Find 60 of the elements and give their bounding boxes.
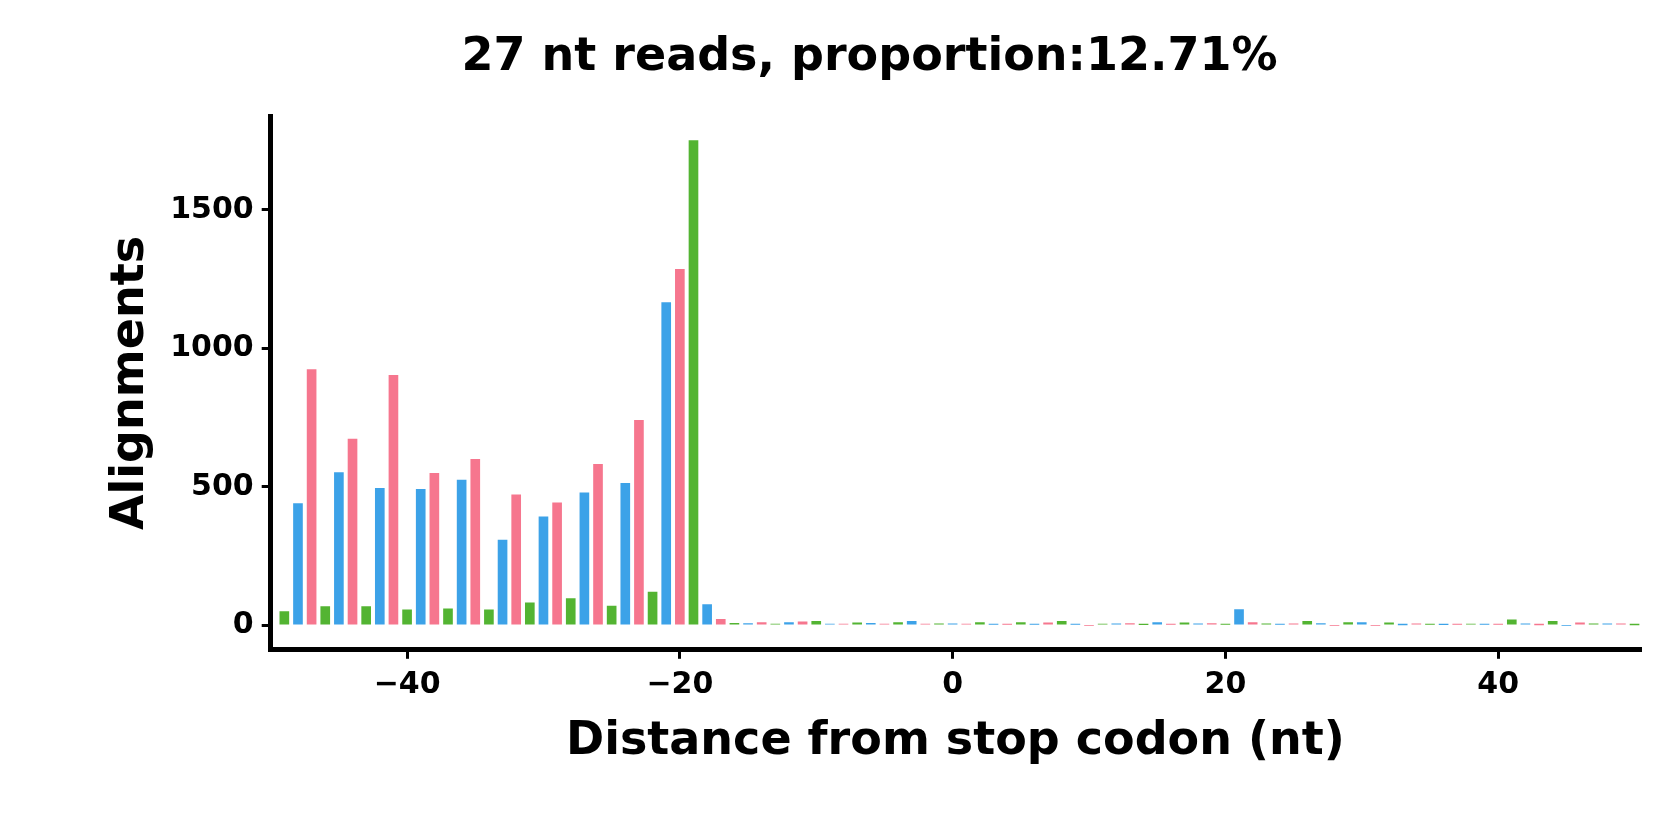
bar: [565, 598, 576, 625]
bar: [511, 494, 522, 625]
bar: [975, 622, 985, 625]
bar: [606, 605, 617, 625]
bar: [620, 483, 631, 625]
bar: [429, 473, 440, 625]
bar: [593, 463, 603, 625]
bar: [552, 502, 562, 625]
bar: [402, 609, 412, 625]
bar: [456, 479, 467, 625]
bar: [415, 489, 426, 625]
x-tick-label: 20: [1204, 664, 1247, 700]
bar: [1343, 622, 1353, 625]
x-tick-label: −20: [646, 664, 714, 700]
bar: [279, 611, 290, 625]
y-axis-title: Alignments: [99, 235, 154, 531]
bar: [1506, 619, 1517, 625]
bar: [715, 619, 726, 625]
chart-title: 27 nt reads, proportion:12.71%: [461, 26, 1278, 81]
bar: [484, 609, 494, 625]
bar: [538, 516, 549, 625]
bar: [320, 606, 331, 625]
bar: [525, 602, 535, 625]
bar: [388, 374, 399, 625]
bar: [1302, 621, 1313, 625]
bar: [497, 539, 508, 625]
bar: [1547, 621, 1558, 625]
bar: [1356, 622, 1367, 625]
bar: [347, 438, 358, 625]
bar: [443, 608, 453, 625]
bar: [334, 472, 344, 625]
y-tick-label: 1000: [170, 328, 254, 364]
bar: [702, 604, 712, 625]
bar: [906, 621, 917, 625]
y-tick-label: 500: [191, 466, 254, 502]
bar: [811, 621, 822, 625]
bar: [688, 140, 699, 625]
bar: [579, 492, 590, 625]
bar: [1152, 622, 1163, 625]
bar: [374, 488, 385, 625]
x-axis-title: Distance from stop codon (nt): [566, 711, 1345, 766]
bar: [1015, 622, 1026, 625]
x-tick-label: −40: [373, 664, 441, 700]
bar: [1234, 609, 1244, 625]
bar: [470, 458, 481, 625]
bar: [634, 420, 644, 625]
bar: [361, 606, 371, 625]
bar: [661, 302, 672, 625]
bar: [293, 503, 303, 625]
y-tick-label: 1500: [170, 189, 254, 225]
bar: [306, 369, 317, 625]
x-tick-label: 40: [1477, 664, 1520, 700]
bar: [784, 622, 794, 625]
bar: [756, 622, 767, 625]
bar: [893, 622, 903, 625]
bar: [647, 591, 658, 625]
bar: [1056, 621, 1067, 625]
y-tick-label: 0: [232, 605, 254, 641]
x-tick-label: 0: [942, 664, 964, 700]
bar: [675, 269, 685, 625]
